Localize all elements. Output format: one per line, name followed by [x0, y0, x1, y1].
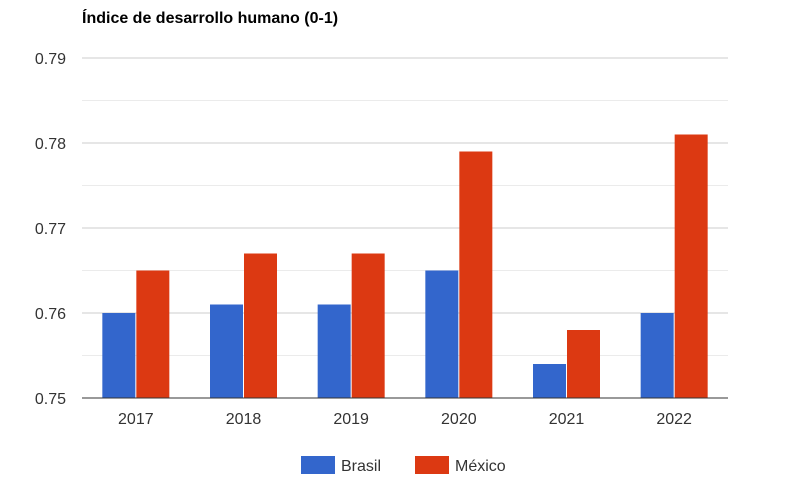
x-tick-label: 2022: [656, 411, 692, 428]
x-tick-label: 2021: [549, 411, 585, 428]
x-tick-label: 2020: [441, 411, 477, 428]
gridlines: [82, 57, 728, 356]
bar-brasil-2017: [102, 313, 136, 398]
bar-mexico-2017: [136, 270, 170, 398]
legend-swatch: [301, 456, 335, 474]
bar-mexico-2019: [351, 253, 385, 398]
x-tick-label: 2019: [333, 411, 369, 428]
bars: [102, 134, 708, 398]
x-tick-label: 2018: [226, 411, 262, 428]
bar-mexico-2022: [674, 134, 708, 398]
legend-label: México: [455, 458, 506, 475]
bar-mexico-2018: [244, 253, 277, 398]
legend-swatch: [415, 456, 449, 474]
bar-brasil-2018: [210, 304, 243, 398]
bar-brasil-2019: [317, 304, 351, 398]
bar-brasil-2020: [425, 270, 459, 398]
bar-brasil-2022: [640, 313, 674, 398]
bar-brasil-2021: [533, 364, 566, 398]
chart-title: Índice de desarrollo humano (0-1): [82, 10, 339, 27]
y-tick-label: 0.77: [35, 221, 66, 238]
y-tick-label: 0.76: [35, 306, 66, 323]
axes: 0.75 0.76 0.77 0.78 0.79 2017 2018 2019 2020 2021…: [35, 51, 728, 428]
legend-label: Brasil: [341, 458, 381, 475]
y-tick-label: 0.75: [35, 391, 66, 408]
y-tick-label: 0.79: [35, 51, 66, 68]
y-tick-label: 0.78: [35, 136, 66, 153]
legend: Brasil México: [301, 456, 506, 475]
bar-mexico-2020: [459, 151, 493, 398]
x-tick-label: 2017: [118, 411, 154, 428]
bar-mexico-2021: [567, 330, 600, 398]
